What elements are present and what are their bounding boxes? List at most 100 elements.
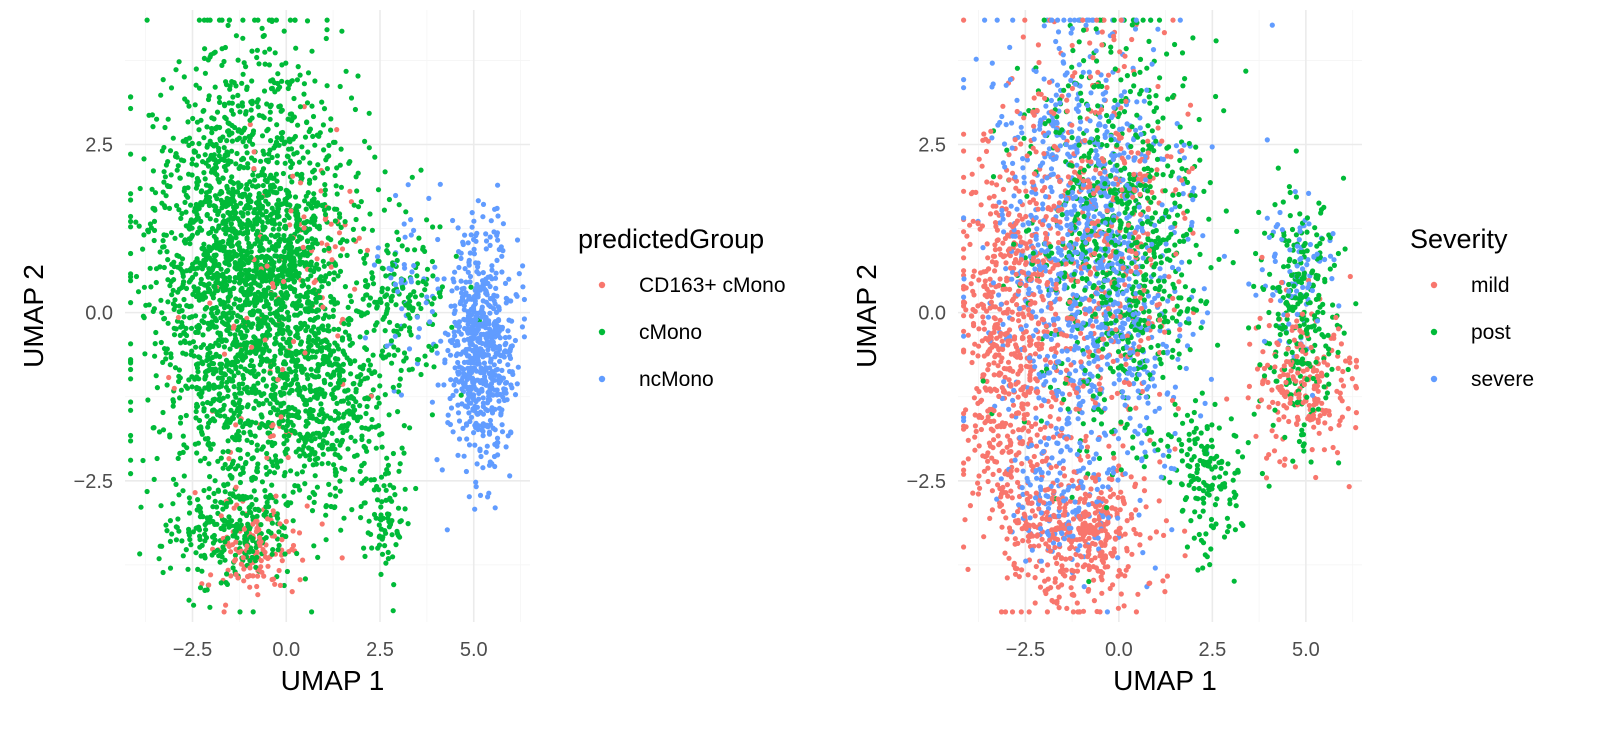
data-point bbox=[282, 470, 288, 476]
data-point bbox=[152, 353, 158, 359]
data-point bbox=[215, 375, 221, 381]
data-point bbox=[271, 264, 277, 270]
data-point bbox=[204, 124, 210, 130]
data-point bbox=[185, 566, 191, 572]
data-point bbox=[179, 284, 185, 291]
data-point bbox=[427, 319, 433, 325]
data-point bbox=[402, 234, 408, 240]
data-point bbox=[467, 341, 473, 347]
data-point bbox=[237, 297, 243, 303]
data-point bbox=[320, 360, 326, 367]
data-point bbox=[225, 120, 231, 126]
data-point bbox=[285, 277, 291, 283]
data-point bbox=[313, 308, 319, 314]
data-point bbox=[177, 450, 183, 456]
data-point bbox=[299, 469, 305, 475]
data-point bbox=[207, 300, 213, 306]
data-point bbox=[294, 238, 301, 244]
data-point bbox=[293, 360, 299, 367]
data-point bbox=[267, 109, 273, 115]
data-point bbox=[166, 205, 173, 211]
data-point bbox=[309, 198, 315, 204]
data-point bbox=[221, 402, 227, 408]
data-point bbox=[261, 88, 268, 94]
data-point bbox=[205, 435, 211, 442]
data-point bbox=[455, 410, 462, 416]
data-point bbox=[306, 128, 312, 135]
data-point bbox=[434, 276, 440, 282]
data-point bbox=[328, 221, 334, 227]
data-point bbox=[513, 292, 519, 298]
data-point bbox=[237, 455, 244, 461]
data-point bbox=[401, 358, 407, 364]
data-point bbox=[463, 468, 469, 475]
data-point bbox=[384, 343, 390, 349]
data-point bbox=[154, 455, 160, 462]
data-point bbox=[1021, 135, 1027, 141]
data-point bbox=[276, 104, 282, 110]
data-point bbox=[331, 462, 337, 468]
data-point bbox=[382, 328, 388, 334]
data-point bbox=[251, 300, 257, 306]
data-point bbox=[481, 370, 487, 376]
data-point bbox=[259, 245, 265, 251]
data-point bbox=[170, 501, 176, 507]
data-point bbox=[216, 94, 222, 101]
data-point bbox=[233, 494, 239, 500]
data-point bbox=[398, 277, 405, 283]
data-point bbox=[301, 384, 307, 390]
data-point bbox=[193, 217, 199, 223]
data-point bbox=[1067, 447, 1073, 453]
data-point bbox=[201, 406, 207, 412]
data-point bbox=[1340, 383, 1347, 389]
data-point bbox=[460, 295, 466, 301]
data-point bbox=[414, 273, 420, 279]
data-point bbox=[319, 461, 325, 467]
data-point bbox=[295, 227, 301, 233]
data-point bbox=[196, 354, 202, 360]
data-point bbox=[348, 95, 355, 101]
data-point bbox=[311, 499, 317, 505]
data-point bbox=[215, 488, 222, 494]
data-point bbox=[222, 518, 228, 524]
data-point bbox=[316, 412, 322, 418]
data-point bbox=[483, 290, 489, 296]
data-point bbox=[403, 302, 409, 308]
data-point bbox=[337, 83, 343, 90]
data-point bbox=[277, 221, 283, 227]
data-point bbox=[207, 138, 213, 144]
data-point bbox=[1120, 443, 1126, 449]
data-point bbox=[259, 346, 265, 352]
data-point bbox=[165, 299, 171, 305]
data-point bbox=[439, 284, 445, 290]
data-point bbox=[226, 250, 232, 256]
data-point bbox=[222, 44, 228, 51]
data-point bbox=[231, 340, 237, 346]
data-point bbox=[207, 229, 214, 235]
data-point bbox=[230, 565, 236, 571]
data-point bbox=[141, 156, 147, 162]
data-point bbox=[429, 399, 435, 405]
data-point bbox=[245, 523, 251, 529]
data-point bbox=[282, 259, 288, 265]
data-point bbox=[312, 491, 318, 497]
data-point bbox=[405, 182, 411, 188]
data-point bbox=[244, 328, 250, 334]
data-point bbox=[520, 263, 526, 269]
data-point bbox=[281, 441, 287, 447]
data-point bbox=[138, 504, 144, 510]
data-point bbox=[272, 581, 278, 587]
data-point bbox=[176, 59, 182, 65]
data-point bbox=[234, 150, 240, 157]
data-point bbox=[455, 359, 461, 366]
data-point bbox=[199, 188, 205, 194]
data-point bbox=[494, 257, 500, 263]
x-tick-labels: −2.5 0.0 2.5 5.0 bbox=[173, 639, 488, 661]
data-point bbox=[270, 576, 277, 582]
data-point bbox=[396, 382, 402, 388]
data-point bbox=[364, 329, 370, 335]
data-point bbox=[438, 338, 444, 344]
data-point bbox=[253, 387, 259, 393]
data-point bbox=[323, 537, 329, 543]
data-point bbox=[237, 479, 243, 486]
